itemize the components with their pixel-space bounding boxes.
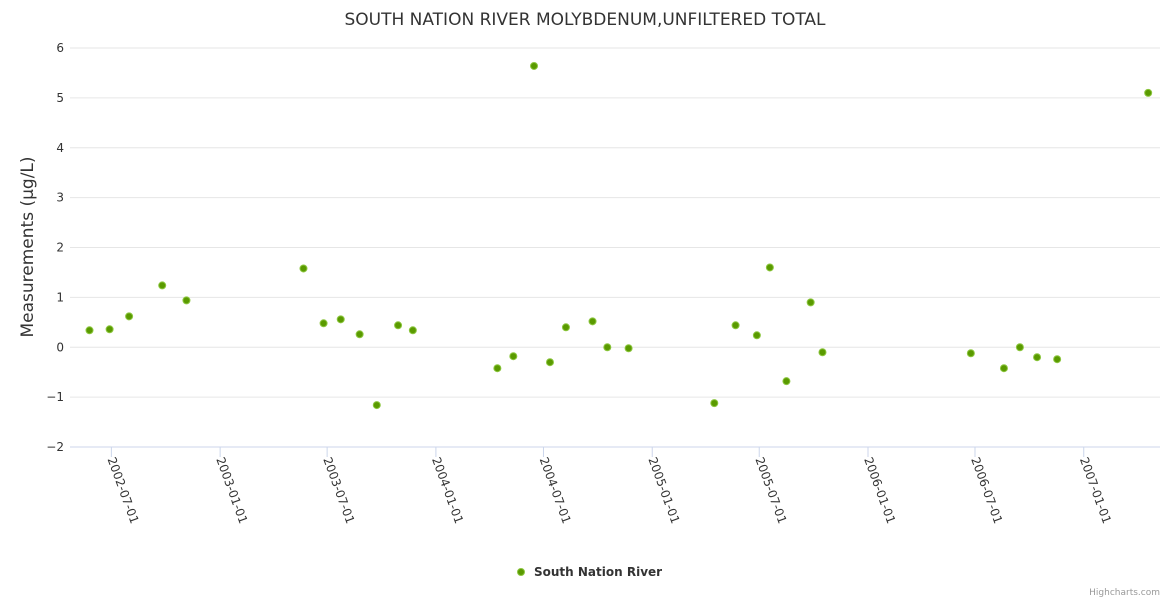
x-tick-label: 2005-01-01 bbox=[645, 455, 682, 525]
legend-marker bbox=[517, 568, 525, 576]
y-tick-label: 6 bbox=[56, 41, 64, 55]
series-south-nation-river[interactable] bbox=[85, 61, 1153, 410]
data-point[interactable] bbox=[1144, 88, 1153, 97]
data-point[interactable] bbox=[710, 399, 719, 408]
data-point[interactable] bbox=[782, 377, 791, 386]
data-point[interactable] bbox=[85, 326, 94, 335]
data-point[interactable] bbox=[355, 330, 364, 339]
data-point[interactable] bbox=[408, 326, 417, 335]
grid bbox=[70, 47, 1160, 448]
y-tick-label: 1 bbox=[56, 290, 64, 304]
data-point[interactable] bbox=[336, 315, 345, 324]
y-tick-label: 2 bbox=[56, 241, 64, 255]
x-tick-label: 2002-07-01 bbox=[105, 455, 142, 525]
y-axis-label: Measurements (µg/L) bbox=[18, 156, 38, 337]
data-point[interactable] bbox=[806, 298, 815, 307]
data-point[interactable] bbox=[158, 281, 167, 290]
data-point[interactable] bbox=[299, 264, 308, 273]
legend-label[interactable]: South Nation River bbox=[534, 565, 662, 579]
x-tick-label: 2003-07-01 bbox=[320, 455, 357, 525]
credits[interactable]: Highcharts.com bbox=[1089, 588, 1160, 598]
data-point[interactable] bbox=[966, 349, 975, 358]
data-point[interactable] bbox=[182, 296, 191, 305]
data-point[interactable] bbox=[493, 364, 502, 373]
data-point[interactable] bbox=[561, 323, 570, 332]
legend-item[interactable]: South Nation River bbox=[517, 565, 663, 579]
data-point[interactable] bbox=[603, 343, 612, 352]
data-point[interactable] bbox=[818, 348, 827, 357]
data-point[interactable] bbox=[372, 401, 381, 410]
data-point[interactable] bbox=[125, 312, 134, 321]
y-axis: −2 −1 0 1 2 3 4 5 6 bbox=[46, 41, 64, 454]
y-tick-label: −1 bbox=[46, 390, 64, 404]
x-tick-label: 2004-01-01 bbox=[429, 455, 466, 525]
data-point[interactable] bbox=[731, 321, 740, 330]
x-tick-label: 2006-01-01 bbox=[861, 455, 898, 525]
x-axis: 2002-07-01 2003-01-01 2003-07-01 2004-01-01… bbox=[105, 447, 1114, 526]
data-point[interactable] bbox=[1033, 353, 1042, 362]
y-tick-label: 4 bbox=[56, 141, 64, 155]
y-tick-label: −2 bbox=[46, 440, 64, 454]
x-tick-label: 2003-01-01 bbox=[213, 455, 250, 525]
x-tick-label: 2004-07-01 bbox=[537, 455, 574, 525]
data-point[interactable] bbox=[588, 317, 597, 326]
data-point[interactable] bbox=[509, 352, 518, 361]
x-tick-label: 2006-07-01 bbox=[968, 455, 1005, 525]
data-point[interactable] bbox=[765, 263, 774, 272]
data-point[interactable] bbox=[1015, 343, 1024, 352]
y-tick-label: 3 bbox=[56, 191, 64, 205]
data-point[interactable] bbox=[752, 331, 761, 340]
y-tick-label: 0 bbox=[56, 340, 64, 354]
data-point[interactable] bbox=[394, 321, 403, 330]
x-tick-label: 2007-01-01 bbox=[1077, 455, 1114, 525]
data-point[interactable] bbox=[530, 61, 539, 70]
data-point[interactable] bbox=[999, 364, 1008, 373]
data-point[interactable] bbox=[105, 325, 114, 334]
data-point[interactable] bbox=[319, 319, 328, 328]
x-tick-label: 2005-07-01 bbox=[752, 455, 789, 525]
data-point[interactable] bbox=[1053, 355, 1062, 364]
y-tick-label: 5 bbox=[56, 91, 64, 105]
data-point[interactable] bbox=[624, 344, 633, 353]
chart-title: SOUTH NATION RIVER MOLYBDENUM,UNFILTERED… bbox=[344, 10, 826, 30]
data-point[interactable] bbox=[545, 358, 554, 367]
